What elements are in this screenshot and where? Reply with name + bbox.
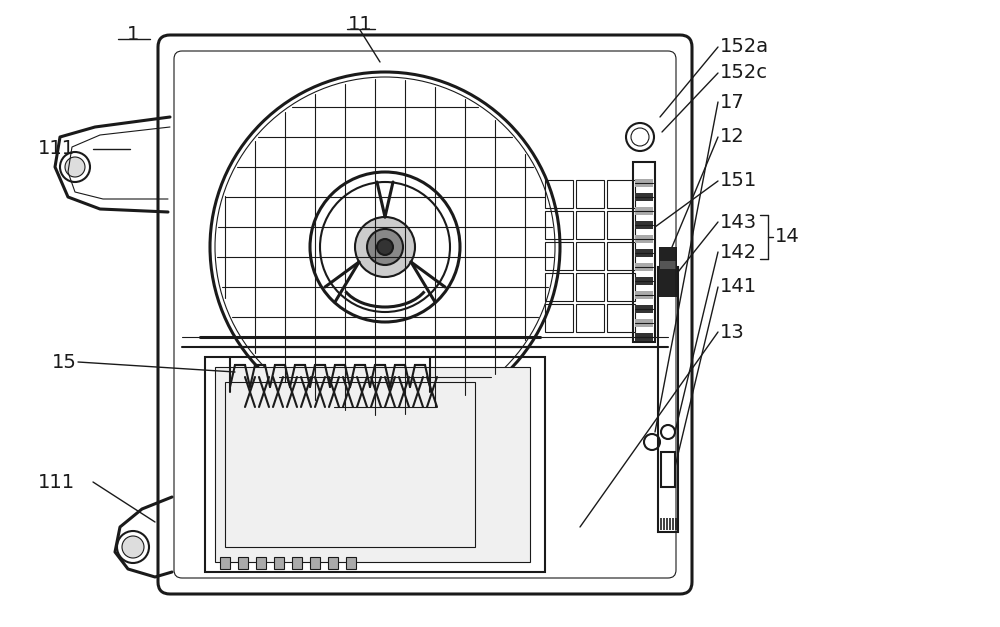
Bar — [672, 261, 674, 269]
Bar — [666, 518, 668, 530]
Bar — [668, 261, 670, 269]
Bar — [659, 247, 677, 297]
Bar — [292, 557, 302, 569]
Bar — [666, 261, 668, 269]
Bar — [675, 518, 677, 530]
Bar — [607, 273, 635, 301]
Bar — [607, 304, 635, 332]
Circle shape — [377, 239, 393, 255]
Bar — [660, 261, 662, 269]
Bar — [658, 267, 678, 532]
Text: 1: 1 — [127, 24, 139, 43]
Bar — [225, 382, 475, 547]
Text: 141: 141 — [720, 278, 757, 297]
Bar — [672, 518, 674, 530]
Bar — [662, 261, 664, 269]
Bar — [674, 261, 676, 269]
Circle shape — [355, 217, 415, 277]
Bar — [576, 304, 604, 332]
Bar — [256, 557, 266, 569]
Text: 14: 14 — [775, 228, 800, 246]
Bar — [346, 557, 356, 569]
Text: 111: 111 — [38, 139, 75, 159]
Bar — [635, 333, 653, 341]
Bar — [633, 162, 655, 342]
Bar — [310, 557, 320, 569]
Bar — [635, 263, 653, 271]
Bar — [576, 242, 604, 270]
Text: 152a: 152a — [720, 38, 769, 56]
Bar — [635, 305, 653, 313]
Bar — [635, 207, 653, 215]
Bar — [545, 180, 573, 208]
Bar — [576, 180, 604, 208]
Bar — [205, 357, 545, 572]
Bar — [215, 367, 530, 562]
Bar — [635, 319, 653, 327]
Text: 11: 11 — [348, 14, 372, 33]
Bar — [663, 518, 665, 530]
Bar — [274, 557, 284, 569]
Bar — [545, 211, 573, 239]
Text: 15: 15 — [52, 352, 77, 372]
Circle shape — [367, 229, 403, 265]
Bar — [635, 291, 653, 299]
Bar — [607, 211, 635, 239]
Text: 13: 13 — [720, 322, 745, 342]
Text: 151: 151 — [720, 172, 757, 191]
Bar — [664, 261, 666, 269]
Bar — [220, 557, 230, 569]
Bar — [660, 518, 662, 530]
Bar — [635, 277, 653, 285]
Bar — [545, 242, 573, 270]
Bar — [669, 518, 671, 530]
Bar — [635, 193, 653, 201]
Bar — [635, 221, 653, 229]
Circle shape — [122, 536, 144, 558]
Bar — [635, 249, 653, 257]
Bar — [635, 179, 653, 187]
Text: 143: 143 — [720, 213, 757, 231]
Text: 17: 17 — [720, 93, 745, 112]
Bar — [670, 261, 672, 269]
Text: 152c: 152c — [720, 63, 768, 83]
Bar — [545, 273, 573, 301]
Bar — [328, 557, 338, 569]
FancyBboxPatch shape — [158, 35, 692, 594]
Bar — [545, 304, 573, 332]
Bar — [607, 180, 635, 208]
Bar — [635, 235, 653, 243]
Text: 142: 142 — [720, 243, 757, 261]
Text: 12: 12 — [720, 127, 745, 147]
Bar — [576, 273, 604, 301]
Bar — [576, 211, 604, 239]
Bar — [238, 557, 248, 569]
Bar — [661, 452, 675, 487]
Bar — [607, 242, 635, 270]
Text: 111: 111 — [38, 473, 75, 492]
Circle shape — [65, 157, 85, 177]
